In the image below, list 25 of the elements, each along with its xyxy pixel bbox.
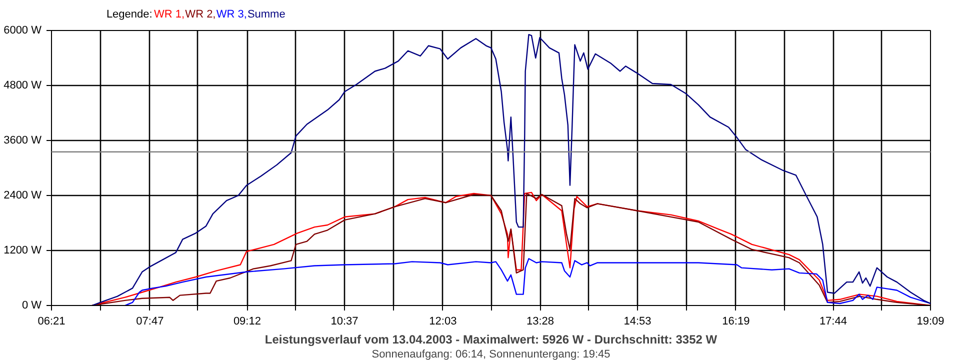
x-tick-label: 10:37 [330,316,358,328]
y-tick-label: 3600 W [4,134,42,146]
y-tick-label: 2400 W [4,190,42,202]
text: Leistungsverlauf vom 13.04.2003 - Maximalwert: 5926 W - Durchschnitt: 3352 W [264,332,718,346]
x-tick-label: 13:28 [526,316,554,328]
x-tick-label: 09:12 [233,316,261,328]
y-tick-label: 0 W [22,300,42,312]
x-tick-label: 12:03 [429,316,457,328]
x-tick-label: 16:19 [722,316,750,328]
legend-title: Legende: [106,8,152,20]
y-tick-label: 1200 W [4,244,42,256]
x-tick-label: 17:44 [819,316,847,328]
y-tick-label: 6000 W [4,24,42,36]
x-tick-label: 06:21 [38,316,66,328]
x-tick-label: 19:09 [916,316,944,328]
x-tick-label: 07:47 [136,316,164,328]
y-tick-label: 4800 W [4,80,42,92]
text: Summe [247,8,286,20]
text: WR 1, [154,8,185,20]
x-tick-label: 14:53 [624,316,652,328]
line-series [91,34,930,306]
text: WR 2, [185,8,216,20]
text: Sonnenaufgang: 06:14, Sonnenuntergang: 19:45 [372,348,610,360]
text: WR 3, [216,8,247,20]
line-series [124,258,930,306]
